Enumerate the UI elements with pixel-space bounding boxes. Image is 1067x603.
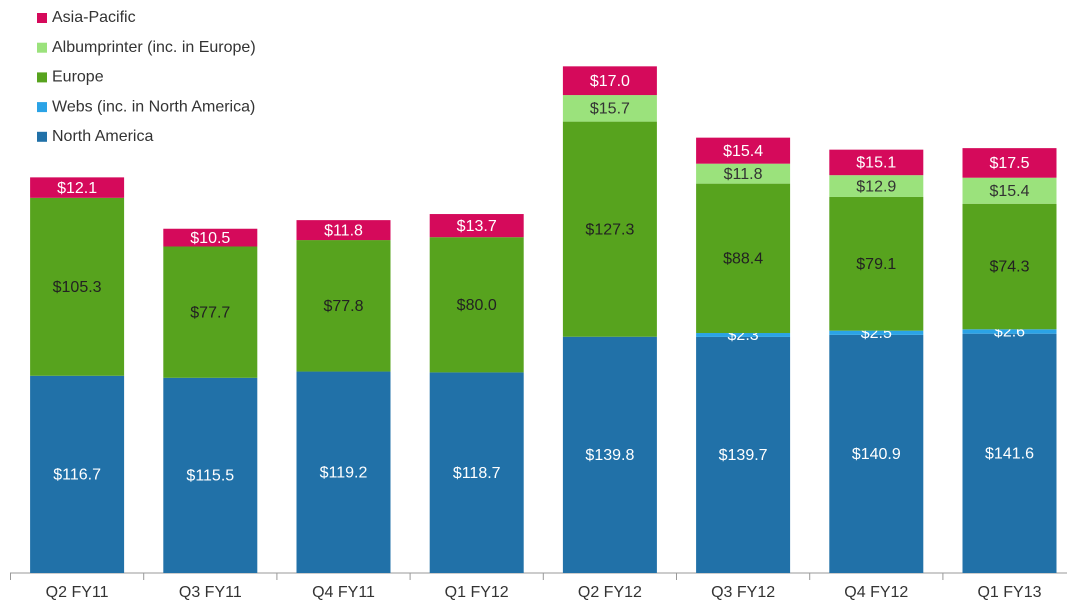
legend-label: Asia-Pacific — [52, 9, 136, 26]
data-label: $127.3 — [585, 221, 634, 238]
data-label: $139.8 — [585, 447, 634, 464]
data-label: $118.7 — [453, 465, 501, 482]
bar-segment — [562, 121, 657, 337]
data-label: $141.6 — [985, 446, 1034, 463]
bar-segment — [562, 95, 657, 122]
data-label: $15.7 — [590, 101, 630, 118]
bar-segment — [696, 336, 791, 573]
legend-swatch — [37, 42, 47, 53]
bar-segment — [696, 333, 791, 337]
x-tick-label: Q1 FY13 — [977, 584, 1041, 601]
bar-segment — [296, 220, 391, 241]
x-tick-label: Q2 FY12 — [578, 584, 642, 601]
bar-segment — [962, 203, 1057, 330]
data-label: $12.9 — [856, 178, 896, 195]
bar-segment — [829, 149, 924, 176]
legend-swatch — [37, 102, 47, 113]
data-label: $80.0 — [457, 297, 497, 314]
bar-segment — [429, 237, 524, 373]
x-tick-label: Q4 FY12 — [844, 584, 908, 601]
data-label: $12.1 — [57, 180, 97, 197]
data-label: $13.7 — [457, 218, 497, 235]
data-label: $77.7 — [190, 304, 230, 321]
data-label: $74.3 — [989, 259, 1029, 276]
bar-segment — [163, 228, 258, 247]
data-label: $15.1 — [856, 155, 896, 172]
legend-swatch — [37, 131, 47, 142]
data-label: $115.5 — [186, 468, 234, 485]
bar-segment — [429, 214, 524, 238]
bar-segment — [562, 336, 657, 573]
data-label: $10.5 — [190, 230, 230, 247]
bar-segment — [30, 177, 125, 198]
legend-label: Albumprinter (inc. in Europe) — [52, 39, 256, 56]
data-label: $105.3 — [53, 279, 102, 296]
data-label: $119.2 — [320, 464, 368, 481]
bar-segment — [163, 377, 258, 573]
data-label: $11.8 — [324, 222, 363, 239]
data-label: $140.9 — [852, 446, 901, 463]
bar-segment — [163, 246, 258, 378]
bar-segment — [696, 137, 791, 164]
bar-segment — [829, 196, 924, 331]
bar-segment — [562, 66, 657, 96]
bar-segment — [429, 372, 524, 573]
bar-segment — [962, 177, 1057, 204]
data-label: $139.7 — [719, 447, 768, 464]
data-label: $17.0 — [590, 73, 630, 90]
x-tick-label: Q2 FY11 — [46, 584, 109, 601]
bar-segment — [962, 148, 1057, 178]
data-label: $15.4 — [989, 183, 1029, 200]
legend-swatch — [37, 13, 47, 23]
bar-segment — [30, 197, 125, 376]
bar-segment — [296, 371, 391, 573]
data-label: $15.4 — [723, 143, 763, 160]
legend-label: Europe — [52, 69, 104, 86]
bar-segment — [696, 183, 791, 334]
bar-segment — [296, 240, 391, 372]
x-tick-label: Q3 FY12 — [711, 584, 775, 601]
legend-label: Webs (inc. in North America) — [52, 98, 255, 115]
data-label: $11.8 — [724, 166, 763, 183]
bar-segment — [696, 163, 791, 184]
bar-segment — [829, 330, 924, 335]
x-tick-label: Q1 FY12 — [445, 584, 509, 601]
x-tick-label: Q3 FY11 — [179, 584, 242, 601]
legend-label: North America — [52, 128, 153, 145]
x-tick-label: Q4 FY11 — [312, 584, 375, 601]
bar-segment — [829, 334, 924, 573]
data-label: $116.7 — [53, 467, 101, 484]
bar-segment — [962, 333, 1057, 573]
data-label: $17.5 — [989, 155, 1029, 172]
data-label: $79.1 — [856, 256, 896, 273]
bar-segment — [962, 329, 1057, 334]
data-label: $88.4 — [723, 251, 763, 268]
bar-segment — [829, 175, 924, 197]
bar-segment — [30, 375, 125, 573]
data-label: $77.8 — [323, 298, 363, 315]
legend-swatch — [37, 72, 47, 83]
